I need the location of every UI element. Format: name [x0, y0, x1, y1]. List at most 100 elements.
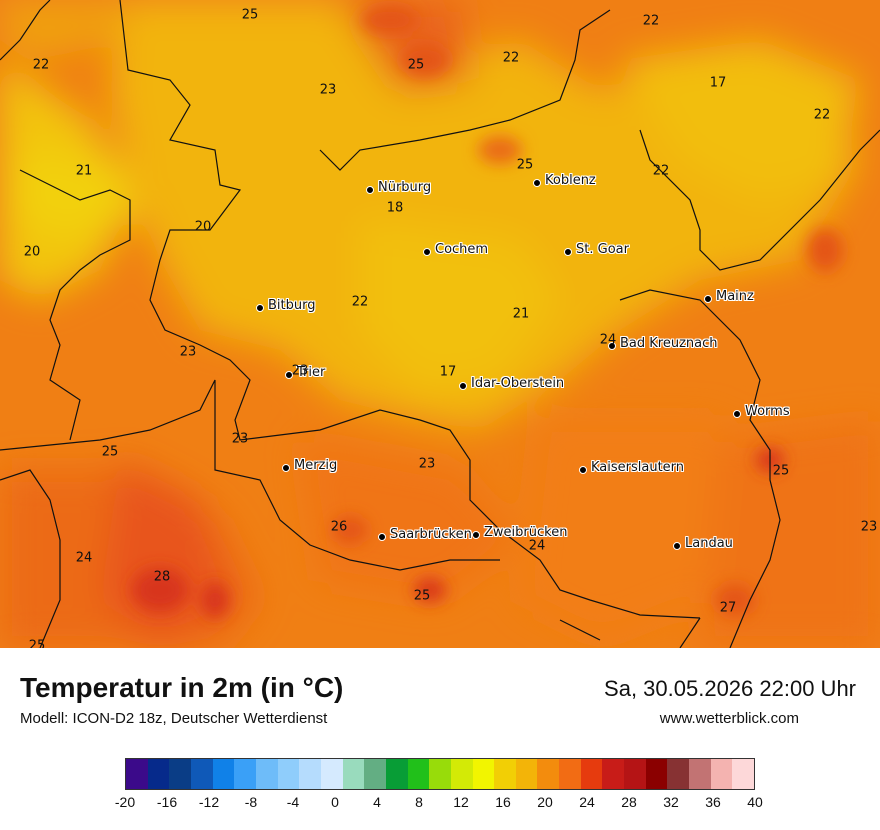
legend-swatch: [277, 759, 300, 789]
legend-swatch: [364, 759, 386, 789]
temperature-value-label: 23: [179, 344, 197, 360]
city-dot-icon: [704, 295, 712, 303]
temperature-value-label: 23: [860, 519, 878, 535]
temperature-value-label: 22: [351, 294, 369, 310]
temperature-value-label: 23: [291, 363, 309, 379]
city-label: Zweibrücken: [484, 525, 568, 540]
legend-swatch: [407, 759, 430, 789]
city-dot-icon: [423, 248, 431, 256]
legend-swatch: [147, 759, 170, 789]
legend-swatch: [212, 759, 235, 789]
legend-swatch: [624, 759, 646, 789]
temperature-value-label: 27: [719, 600, 737, 616]
city-dot-icon: [472, 531, 480, 539]
legend-tick: 8: [415, 794, 423, 810]
legend-swatch: [320, 759, 343, 789]
legend-tick-labels: -20 -16 -12 -8 -4 0 4 8 12 16 20 24 28 32 36 40: [115, 794, 763, 814]
city-dot-icon: [733, 410, 741, 418]
temperature-value-label: 23: [231, 431, 249, 447]
temperature-value-label: 25: [241, 7, 259, 23]
temperature-value-label: 18: [386, 200, 404, 216]
temperature-value-label: 24: [528, 538, 546, 554]
temperature-value-label: 26: [330, 519, 348, 535]
temperature-value-label: 25: [101, 444, 119, 460]
city-dot-icon: [533, 179, 541, 187]
temperature-value-label: 28: [153, 569, 171, 585]
legend-tick: 24: [579, 794, 595, 810]
city-dot-icon: [673, 542, 681, 550]
legend-swatch: [515, 759, 538, 789]
legend-tick: 36: [705, 794, 721, 810]
legend-tick: 12: [453, 794, 469, 810]
city-label: Trier: [297, 365, 326, 380]
city-dot-icon: [366, 186, 374, 194]
legend-swatch: [732, 759, 755, 789]
legend-tick: 40: [747, 794, 763, 810]
legend-swatch: [299, 759, 321, 789]
legend-swatch: [472, 759, 495, 789]
temperature-value-label: 17: [709, 75, 727, 91]
temperature-value-label: 22: [813, 107, 831, 123]
legend-tick: 20: [537, 794, 553, 810]
legend-tick: 28: [621, 794, 637, 810]
city-label: Worms: [745, 404, 790, 419]
legend-swatch: [602, 759, 625, 789]
temperature-value-label: 24: [599, 332, 617, 348]
legend-swatch: [126, 759, 148, 789]
city-label: Idar-Oberstein: [471, 376, 565, 391]
temperature-value-label: 25: [407, 57, 425, 73]
legend-tick: 16: [495, 794, 511, 810]
city-label: Kaiserslautern: [591, 460, 685, 475]
warm-cool-regions: [0, 0, 880, 648]
legend-tick: -4: [286, 794, 300, 810]
legend-tick: -8: [244, 794, 258, 810]
city-label: Bad Kreuznach: [620, 336, 718, 351]
legend-swatch: [234, 759, 256, 789]
city-dot-icon: [378, 533, 386, 541]
border-lines: [0, 0, 880, 648]
legend-swatch: [580, 759, 603, 789]
temperature-value-label: 23: [418, 456, 436, 472]
city-dot-icon: [579, 466, 587, 474]
city-dot-icon: [285, 371, 293, 379]
legend-swatch: [667, 759, 690, 789]
temperature-value-label: 24: [75, 550, 93, 566]
temperature-value-label: 25: [28, 638, 46, 649]
legend-swatch: [559, 759, 581, 789]
city-label: Nürburg: [378, 180, 432, 195]
city-dot-icon: [608, 342, 616, 350]
legend-swatch: [494, 759, 516, 789]
legend-swatch: [689, 759, 711, 789]
legend-swatch: [710, 759, 733, 789]
temperature-value-label: 22: [32, 57, 50, 73]
city-label: Landau: [685, 536, 733, 551]
temperature-field: [0, 0, 880, 648]
legend-swatch: [385, 759, 408, 789]
legend-tick: 4: [373, 794, 381, 810]
temperature-value-label: 21: [75, 163, 93, 179]
temperature-value-label: 23: [319, 82, 337, 98]
legend-swatch: [255, 759, 278, 789]
city-label: Koblenz: [545, 173, 596, 188]
legend-swatch: [537, 759, 560, 789]
temperature-value-label: 22: [502, 50, 520, 66]
temperature-value-label: 20: [194, 219, 212, 235]
temperature-value-label: 22: [652, 163, 670, 179]
map-title: Temperatur in 2m (in °C): [20, 672, 344, 703]
legend-swatch: [190, 759, 213, 789]
website-link[interactable]: www.wetterblick.com: [659, 710, 799, 727]
legend-tick: -12: [198, 794, 220, 810]
city-dot-icon: [282, 464, 290, 472]
temperature-value-label: 21: [512, 306, 530, 322]
temperature-value-label: 25: [516, 157, 534, 173]
city-label: St. Goar: [576, 242, 629, 257]
city-dot-icon: [256, 304, 264, 312]
legend-tick: 0: [331, 794, 339, 810]
city-label: Merzig: [294, 458, 338, 473]
city-label: Mainz: [716, 289, 754, 304]
temperature-map[interactable]: Nürburg Koblenz Cochem St. Goar Bitburg Mainz…: [0, 0, 880, 648]
legend-tick: -16: [156, 794, 178, 810]
temperature-value-label: 20: [23, 244, 41, 260]
hot-spots: [132, 6, 843, 618]
city-label: Bitburg: [268, 298, 316, 313]
